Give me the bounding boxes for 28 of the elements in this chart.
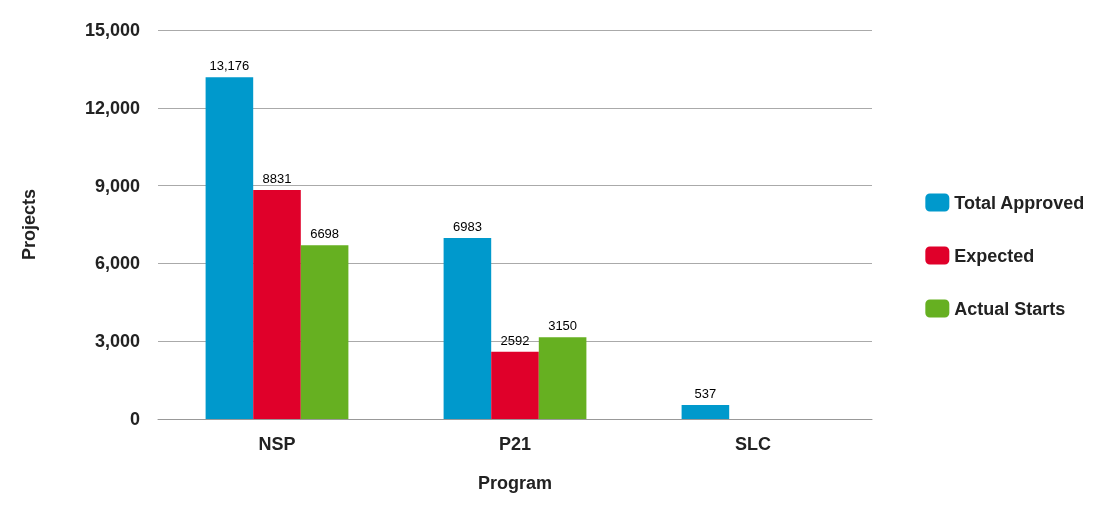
data-label: 13,176 [209,58,250,74]
y-tick-label: 0 [129,409,140,429]
legend-label: Total Approved [954,192,1085,213]
bar [681,405,730,419]
legend-label: Actual Starts [954,298,1066,319]
bar [253,189,301,419]
data-label: 537 [694,386,717,402]
x-axis-title: Program [477,473,553,493]
y-tick-label: 15,000 [84,20,140,40]
data-label: 2592 [500,332,530,348]
y-axis-title: Projects [19,188,39,261]
bar [491,351,539,419]
data-label: 6698 [310,226,340,242]
data-label: 3150 [548,318,578,334]
data-label: 6983 [452,218,482,234]
y-tick-label: 6,000 [94,253,140,274]
data-label: 8831 [262,170,292,186]
y-tick-label: 12,000 [84,97,140,118]
y-tick-label: 9,000 [94,175,140,196]
legend-label: Expected [954,245,1035,266]
bar [300,245,349,419]
x-tick-label: SLC [735,434,771,454]
y-tick-label: 3,000 [94,331,140,352]
bar [205,77,254,419]
bar [538,337,587,419]
x-tick-label: NSP [258,434,296,454]
x-tick-label: P21 [498,434,532,454]
bar [443,237,492,419]
